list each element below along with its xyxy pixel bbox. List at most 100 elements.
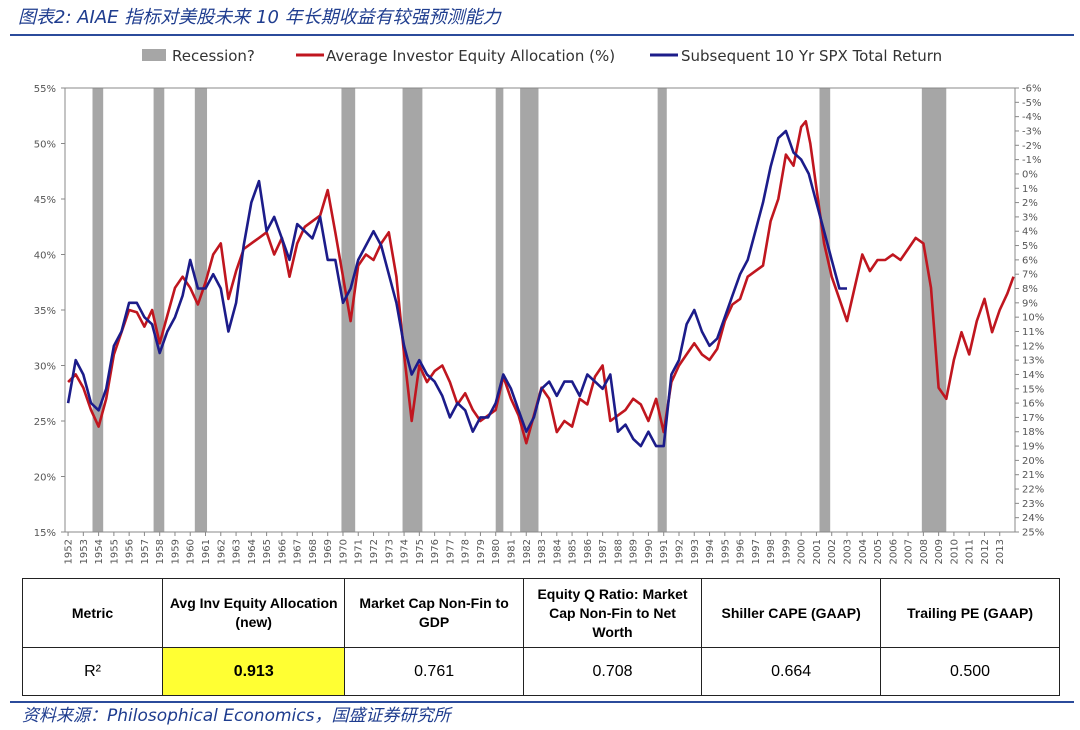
right-tick-label-30: 24%	[1022, 513, 1044, 524]
right-tick-label-28: 22%	[1022, 485, 1044, 496]
right-tick-label-13: 7%	[1022, 270, 1038, 281]
x-tick-label-15: 1967	[293, 539, 304, 564]
x-tick-label-17: 1969	[323, 539, 334, 564]
right-tick-label-6: 0%	[1022, 169, 1038, 180]
x-tick-label-13: 1965	[262, 539, 273, 564]
right-tick-label-14: 8%	[1022, 284, 1038, 295]
right-tick-label-12: 6%	[1022, 255, 1038, 266]
x-tick-label-24: 1976	[430, 539, 441, 564]
header-mktcap-gdp: Market Cap Non-Fin to GDP	[344, 578, 524, 648]
right-tick-label-27: 21%	[1022, 470, 1044, 481]
recession-band-7	[657, 88, 667, 532]
right-tick-label-5: -1%	[1022, 155, 1041, 166]
header-equity-q: Equity Q Ratio: Market Cap Non-Fin to Ne…	[522, 578, 703, 648]
x-tick-label-22: 1974	[400, 539, 411, 564]
x-axis: 1952 1953 1954 1955 1956 1957 1958 1959 1960 1961…	[64, 532, 1006, 564]
x-tick-label-11: 1963	[232, 539, 243, 564]
recession-band-2	[194, 88, 208, 532]
left-tick-label-8: 55%	[34, 84, 56, 95]
x-tick-label-51: 2003	[842, 539, 853, 564]
recession-band-9	[921, 88, 947, 532]
x-tick-label-46: 1998	[766, 539, 777, 564]
right-tick-label-3: -3%	[1022, 126, 1041, 137]
table-header-row: Metric Avg Inv Equity Allocation (new) M…	[21, 578, 1060, 648]
x-tick-label-30: 1982	[522, 539, 533, 564]
series-line-spx	[66, 129, 847, 448]
x-tick-label-6: 1958	[155, 539, 166, 564]
x-tick-label-21: 1973	[384, 539, 395, 564]
left-tick-label-6: 45%	[34, 195, 56, 206]
right-tick-label-26: 20%	[1022, 456, 1044, 467]
x-tick-label-49: 2001	[812, 539, 823, 564]
legend-swatch-recession	[142, 49, 166, 61]
x-tick-label-31: 1983	[537, 539, 548, 564]
x-tick-label-55: 2007	[904, 539, 915, 564]
x-tick-label-12: 1964	[247, 539, 258, 564]
x-tick-label-59: 2011	[965, 539, 976, 564]
x-tick-label-36: 1988	[613, 539, 624, 564]
right-tick-label-31: 25%	[1022, 528, 1044, 539]
header-aiae: Avg Inv Equity Allocation (new)	[162, 578, 346, 648]
right-tick-label-2: -4%	[1022, 112, 1041, 123]
x-tick-label-42: 1994	[705, 539, 716, 564]
header-trailing-pe: Trailing PE (GAAP)	[880, 578, 1060, 648]
value-trailing-pe: 0.500	[880, 647, 1060, 696]
value-mktcap-gdp: 0.761	[344, 647, 524, 696]
series-line-aiae	[67, 120, 1015, 445]
x-tick-label-43: 1995	[720, 539, 731, 564]
x-tick-label-33: 1985	[568, 539, 579, 564]
right-tick-label-9: 3%	[1022, 212, 1038, 223]
x-tick-label-5: 1957	[140, 539, 151, 564]
x-tick-label-61: 2013	[995, 539, 1006, 564]
x-tick-label-41: 1993	[690, 539, 701, 564]
plot-frame	[64, 87, 1016, 533]
left-tick-label-5: 40%	[34, 251, 56, 262]
legend-label-recession: Recession?	[172, 47, 255, 65]
x-tick-label-14: 1966	[277, 539, 288, 564]
x-tick-label-18: 1970	[338, 539, 349, 564]
right-tick-label-21: 15%	[1022, 384, 1044, 395]
x-tick-label-47: 1999	[781, 539, 792, 564]
x-tick-label-8: 1960	[186, 539, 197, 564]
right-tick-label-8: 2%	[1022, 198, 1038, 209]
recession-band-6	[520, 88, 539, 532]
left-tick-label-2: 25%	[34, 417, 56, 428]
value-shiller-cape: 0.664	[701, 647, 882, 696]
x-tick-label-4: 1956	[125, 539, 136, 564]
left-tick-label-3: 30%	[34, 362, 56, 373]
value-aiae: 0.913	[162, 647, 346, 696]
right-axis: -6% -5% -4% -3% -2% -1% 0% 1% 2% 3% 4% 5% 6% 7% 8% 9% 10…	[1015, 84, 1044, 539]
x-tick-label-35: 1987	[598, 539, 609, 564]
right-tick-label-19: 13%	[1022, 356, 1044, 367]
x-tick-label-9: 1961	[201, 539, 212, 564]
recession-band-0	[92, 88, 104, 532]
x-tick-label-3: 1955	[109, 539, 120, 564]
row-label-r2: R²	[21, 647, 164, 696]
legend-label-spx: Subsequent 10 Yr SPX Total Return	[681, 47, 942, 65]
right-tick-label-24: 18%	[1022, 427, 1044, 438]
x-tick-label-34: 1986	[583, 539, 594, 564]
right-tick-label-4: -2%	[1022, 141, 1041, 152]
right-tick-label-15: 9%	[1022, 298, 1038, 309]
x-tick-label-25: 1977	[445, 539, 456, 564]
x-tick-label-26: 1978	[461, 539, 472, 564]
right-tick-label-22: 16%	[1022, 399, 1044, 410]
source-note: 资料来源：Philosophical Economics，国盛证券研究所	[22, 706, 451, 726]
title-rule	[10, 34, 1074, 36]
recession-bands	[92, 88, 947, 532]
x-tick-label-27: 1979	[476, 539, 487, 564]
x-tick-label-56: 2008	[919, 539, 930, 564]
right-tick-label-1: -5%	[1022, 98, 1041, 109]
source-rule	[10, 701, 1074, 703]
left-axis: 15% 20% 25% 30% 35% 40% 45% 50% 55%	[34, 84, 65, 539]
x-tick-label-57: 2009	[934, 539, 945, 564]
value-equity-q: 0.708	[522, 647, 703, 696]
x-tick-label-10: 1962	[216, 539, 227, 564]
right-tick-label-18: 12%	[1022, 341, 1044, 352]
x-tick-label-50: 2002	[827, 539, 838, 564]
header-shiller-cape: Shiller CAPE (GAAP)	[701, 578, 882, 648]
x-tick-label-53: 2005	[873, 539, 884, 564]
x-tick-label-45: 1997	[751, 539, 762, 564]
recession-band-1	[153, 88, 165, 532]
right-tick-label-0: -6%	[1022, 84, 1041, 95]
